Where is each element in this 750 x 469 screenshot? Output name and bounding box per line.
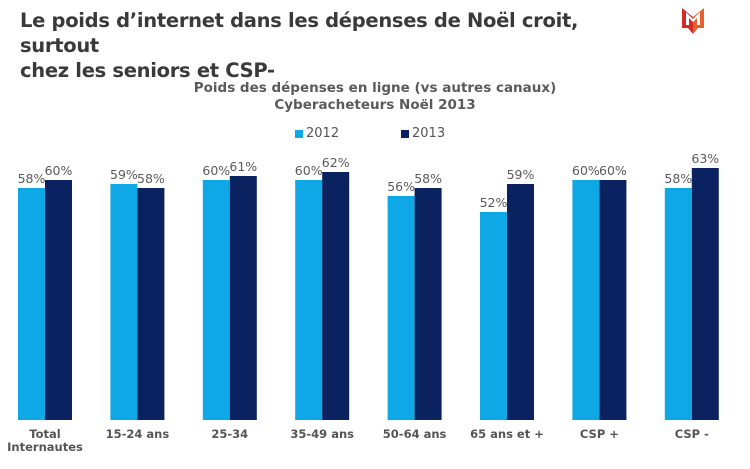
bar-2012 — [480, 212, 507, 420]
chart-title: Poids des dépenses en ligne (vs autres c… — [193, 80, 557, 96]
slide-title-line-1: Le poids d’internet dans les dépenses de… — [20, 9, 579, 57]
slide-title: Le poids d’internet dans les dépenses de… — [20, 8, 640, 83]
data-label-2012: 60% — [572, 163, 600, 178]
data-label-2013: 63% — [691, 151, 719, 166]
bar-2012 — [295, 180, 323, 420]
data-label-2012: 52% — [480, 195, 508, 210]
bar-2012 — [664, 188, 692, 420]
bar-2012 — [202, 180, 230, 420]
data-label-2013: 58% — [414, 171, 442, 186]
legend: 2012 2013 — [0, 126, 750, 142]
m-logo-icon — [682, 8, 704, 34]
data-label-2013: 60% — [45, 163, 73, 178]
data-label-2012: 60% — [295, 163, 323, 178]
logo-m-cutout — [686, 12, 700, 25]
bar-group: 56%58% 50-64 ans — [383, 171, 447, 441]
bar-2013 — [322, 172, 350, 420]
bar-2012 — [110, 184, 138, 420]
legend-item-2012: 2012 — [295, 126, 339, 141]
data-label-2012: 59% — [110, 167, 138, 182]
bar-group: 58% 63% CSP - — [664, 151, 719, 441]
chart-title-block: Poids des dépenses en ligne (vs autres c… — [0, 80, 750, 114]
legend-item-2013: 2013 — [401, 126, 445, 141]
category-label: Total — [29, 427, 60, 441]
slide-title-line-2: chez les seniors et CSP- — [20, 59, 275, 82]
category-label: CSP - — [675, 427, 709, 441]
bar-2012 — [18, 188, 45, 420]
category-label: Internautes — [7, 440, 83, 454]
bar-2012 — [387, 196, 415, 420]
data-label-2013: 62% — [322, 155, 350, 170]
data-label-2013: 59% — [507, 167, 535, 182]
bar-2013 — [45, 180, 72, 420]
bar-2013 — [691, 168, 719, 420]
category-label: CSP + — [580, 427, 619, 441]
bar-2013 — [507, 184, 534, 420]
data-label-2012: 58% — [664, 171, 692, 186]
bar-group: 52% 59% 65 ans et + — [470, 167, 544, 441]
data-label-2012: 60% — [202, 163, 230, 178]
bar-group: 59% 58% 15-24 ans — [106, 167, 170, 441]
bar-2012 — [572, 180, 600, 420]
legend-label-2013: 2013 — [412, 126, 446, 141]
bar-group: 60% 60% CSP + — [572, 163, 627, 441]
bar-group: 60%62% 35-49 ans — [290, 155, 354, 441]
category-label: 15-24 ans — [106, 427, 170, 441]
chart-subtitle: Cyberacheteurs Noël 2013 — [274, 97, 476, 113]
data-label-2012: 56% — [387, 179, 415, 194]
data-label-2012: 58% — [18, 171, 46, 186]
category-label: 65 ans et + — [470, 427, 544, 441]
legend-label-2012: 2012 — [306, 126, 340, 141]
data-label-2013: 60% — [599, 163, 627, 178]
category-label: 50-64 ans — [383, 427, 447, 441]
bar-2013 — [599, 180, 627, 420]
bar-2013 — [414, 188, 442, 420]
data-label-2013: 58% — [137, 171, 165, 186]
legend-swatch-2012 — [295, 129, 303, 138]
category-label: 35-49 ans — [290, 427, 354, 441]
legend-swatch-2013 — [401, 129, 409, 138]
bar-group: 60% 61% 25-34 — [202, 159, 257, 441]
data-label-2013: 61% — [229, 159, 257, 174]
bar-2013 — [229, 176, 257, 420]
category-label: 25-34 — [211, 427, 248, 441]
bar-2013 — [137, 188, 165, 420]
